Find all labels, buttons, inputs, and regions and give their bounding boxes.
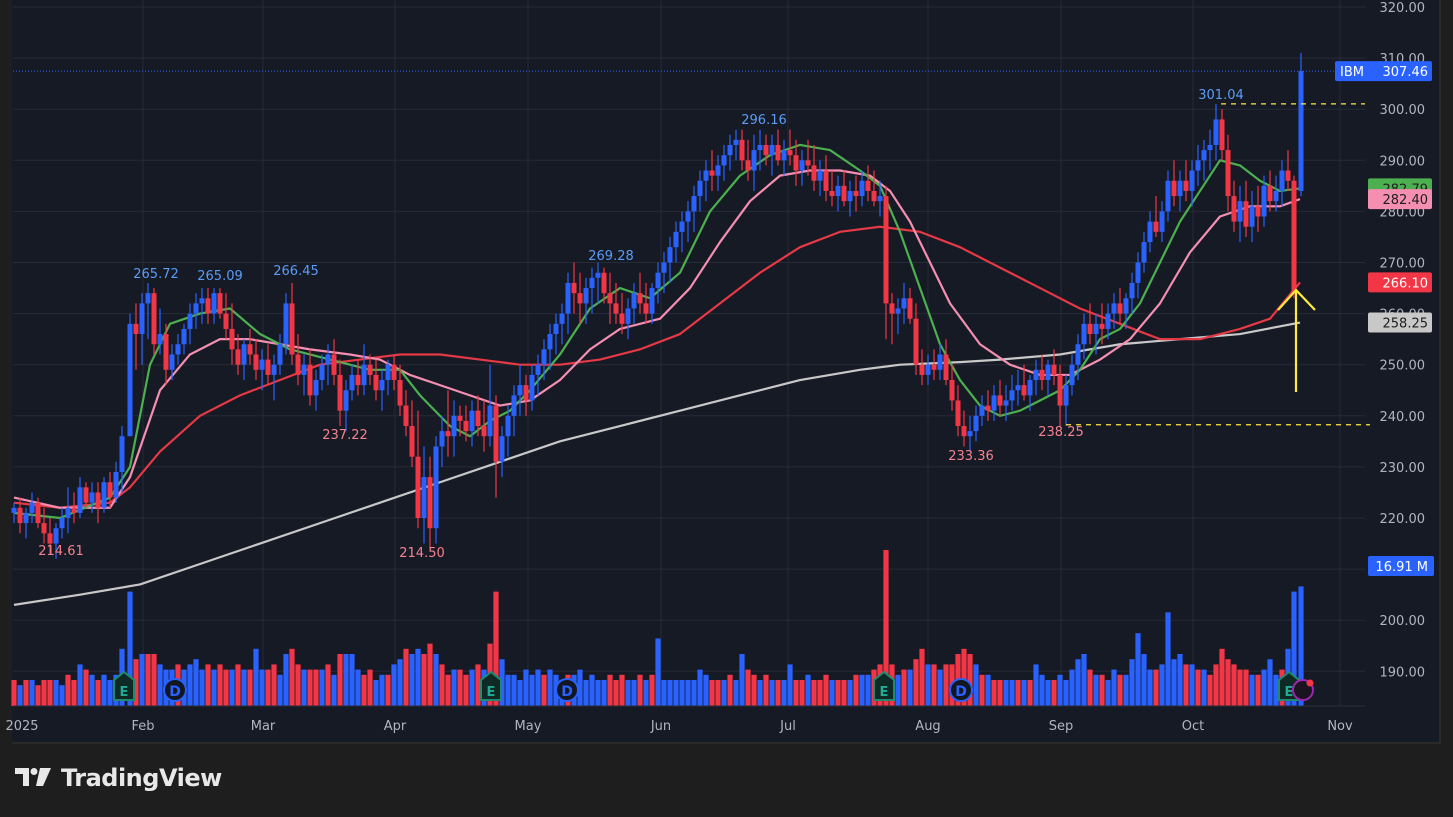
low-label: 238.25	[1038, 425, 1084, 440]
high-label: 296.16	[741, 113, 787, 128]
time-tick: Oct	[1182, 719, 1204, 734]
svg-text:E: E	[880, 685, 889, 700]
price-tick: 250.00	[1380, 359, 1426, 374]
svg-text:E: E	[1285, 685, 1294, 700]
svg-text:307.46: 307.46	[1383, 65, 1429, 80]
time-axis[interactable]: 2025 Feb Mar Apr May Jun Jul Aug Sep Oct Nov	[5, 705, 1365, 734]
price-tick: 300.00	[1380, 103, 1426, 118]
brand-name: TradingView	[61, 764, 222, 792]
ma-mid-price-tag: 282.40	[1368, 189, 1432, 210]
low-label: 233.36	[948, 449, 994, 464]
volume-bars	[11, 550, 1304, 706]
svg-text:282.40: 282.40	[1383, 193, 1429, 208]
time-tick: Mar	[251, 719, 276, 734]
time-tick: Sep	[1049, 719, 1074, 734]
svg-text:266.10: 266.10	[1383, 276, 1429, 291]
ma-slow-line	[13, 225, 1301, 509]
svg-text:258.25: 258.25	[1383, 317, 1429, 332]
time-tick: May	[515, 719, 542, 734]
time-tick: Jul	[779, 719, 796, 734]
tradingview-logo-icon	[15, 768, 51, 786]
svg-text:D: D	[169, 684, 181, 700]
time-tick: Apr	[384, 719, 407, 734]
price-tick: 240.00	[1380, 410, 1426, 425]
price-tick: 280.00	[1380, 205, 1426, 220]
earnings-event-icon[interactable]: E	[480, 670, 502, 701]
ma-long-price-tag: 258.25	[1368, 312, 1432, 333]
time-tick: Jun	[650, 719, 671, 734]
last-price-price-tag: IBM 307.46	[1335, 61, 1432, 82]
time-tick: Feb	[131, 719, 154, 734]
price-tick: 190.00	[1380, 665, 1426, 680]
high-label: 265.72	[133, 267, 179, 282]
svg-text:E: E	[120, 685, 129, 700]
price-tick: 230.00	[1380, 461, 1426, 476]
price-tick: 270.00	[1380, 257, 1426, 272]
annotations: 265.72 265.09 266.45 269.28 296.16 301.04 214.…	[13, 70, 1370, 561]
moving-averages	[13, 143, 1301, 606]
earnings-event-icon[interactable]: E	[113, 670, 135, 701]
svg-text:IBM: IBM	[1340, 65, 1364, 80]
low-label: 214.50	[399, 546, 445, 561]
dividend-event-icon[interactable]: D	[949, 678, 973, 702]
ma-fast-line	[13, 143, 1301, 520]
svg-text:E: E	[487, 685, 496, 700]
svg-text:D: D	[561, 684, 573, 700]
time-tick: 2025	[5, 719, 38, 734]
dividend-event-icon[interactable]: D	[163, 678, 187, 702]
ma-slow-price-tag: 266.10	[1368, 272, 1432, 293]
time-tick: Aug	[915, 719, 940, 734]
ma-mid-line	[13, 169, 1301, 509]
price-tick: 220.00	[1380, 512, 1426, 527]
high-label: 301.04	[1198, 88, 1244, 103]
candles	[11, 52, 1304, 559]
earnings-event-icon[interactable]: E	[873, 670, 895, 701]
price-tick: 200.00	[1380, 614, 1426, 629]
price-tick: 290.00	[1380, 154, 1426, 169]
dividend-event-icon[interactable]: D	[555, 678, 579, 702]
dividend-event-icon[interactable]	[1292, 679, 1314, 701]
time-tick: Nov	[1327, 719, 1353, 734]
high-label: 269.28	[588, 249, 634, 264]
arrow-head-icon	[1277, 288, 1316, 311]
low-label: 237.22	[322, 428, 368, 443]
tradingview-logo[interactable]: TradingView	[15, 764, 222, 792]
high-label: 265.09	[197, 269, 243, 284]
low-label: 214.61	[38, 544, 84, 559]
svg-text:D: D	[955, 684, 967, 700]
high-label: 266.45	[273, 264, 319, 279]
price-axis[interactable]: 320.00310.00300.00290.00280.00270.00260.…	[1335, 1, 1434, 680]
price-tick: 320.00	[1380, 1, 1426, 16]
svg-text:16.91 M: 16.91 M	[1375, 560, 1428, 575]
grid	[13, 0, 1365, 706]
volume-price-tag: 16.91 M	[1368, 556, 1434, 577]
